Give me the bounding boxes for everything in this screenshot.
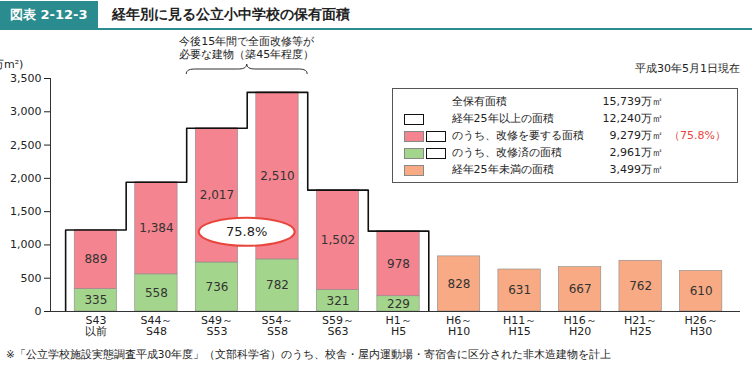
svg-text:558: 558 bbox=[145, 286, 168, 300]
svg-text:S44～S48: S44～S48 bbox=[140, 314, 172, 338]
html-text:15,739万㎡: 15,739万㎡ bbox=[602, 95, 663, 108]
svg-text:2,017: 2,017 bbox=[200, 188, 234, 202]
svg-text:S59～S63: S59～S63 bbox=[322, 314, 354, 338]
html-text:のうち、改修を要する面積: のうち、改修を要する面積 bbox=[451, 129, 584, 142]
svg-text:0: 0 bbox=[35, 305, 42, 318]
svg-text:H11～H15: H11～H15 bbox=[503, 314, 536, 338]
svg-text:2,000: 2,000 bbox=[10, 172, 42, 185]
svg-text:平成30年5月1日現在: 平成30年5月1日現在 bbox=[635, 62, 740, 75]
svg-text:2,510: 2,510 bbox=[260, 169, 294, 183]
html-text:※「公立学校施設実態調査平成30年度」（文部科学省）のうち、: ※「公立学校施設実態調査平成30年度」（文部科学省）のうち、校舎・屋内運動場・寄… bbox=[6, 348, 612, 360]
html-text:2,961万㎡: 2,961万㎡ bbox=[609, 146, 663, 159]
svg-text:S54～S58: S54～S58 bbox=[261, 314, 293, 338]
html-text:経年25年未満の面積: 経年25年未満の面積 bbox=[451, 163, 554, 176]
svg-text:889: 889 bbox=[84, 252, 107, 266]
svg-text:610: 610 bbox=[690, 284, 713, 298]
html-text:図表 2-12-3: 図表 2-12-3 bbox=[10, 6, 88, 22]
svg-text:1,000: 1,000 bbox=[10, 238, 42, 251]
svg-text:H26～H30: H26～H30 bbox=[685, 314, 718, 338]
svg-text:H16～H20: H16～H20 bbox=[563, 314, 596, 338]
svg-text:762: 762 bbox=[629, 279, 652, 293]
svg-text:(万m²): (万m²) bbox=[0, 58, 23, 71]
html-text:全保有面積: 全保有面積 bbox=[451, 95, 507, 108]
html-text:経年別に見る公立小中学校の保有面積: 経年別に見る公立小中学校の保有面積 bbox=[111, 5, 350, 22]
svg-text:S43以前: S43以前 bbox=[85, 314, 107, 338]
svg-text:1,502: 1,502 bbox=[321, 233, 355, 247]
svg-text:1,500: 1,500 bbox=[10, 205, 42, 218]
svg-text:978: 978 bbox=[387, 257, 410, 271]
svg-text:500: 500 bbox=[21, 272, 42, 285]
svg-text:828: 828 bbox=[448, 277, 471, 291]
svg-text:321: 321 bbox=[327, 294, 350, 308]
html-text:12,240万㎡: 12,240万㎡ bbox=[602, 112, 663, 125]
svg-text:335: 335 bbox=[84, 293, 107, 307]
svg-text:S49～S53: S49～S53 bbox=[201, 314, 233, 338]
svg-text:H1～H5: H1～H5 bbox=[385, 314, 411, 338]
svg-text:75.8%: 75.8% bbox=[226, 224, 267, 239]
svg-text:H6～H10: H6～H10 bbox=[446, 314, 472, 338]
svg-text:736: 736 bbox=[205, 280, 228, 294]
svg-text:3,000: 3,000 bbox=[10, 105, 42, 118]
svg-text:2,500: 2,500 bbox=[10, 139, 42, 152]
html-text:3,499万㎡: 3,499万㎡ bbox=[609, 163, 663, 176]
svg-text:1,384: 1,384 bbox=[139, 221, 173, 235]
svg-text:今後15年間で全面改修等が必要な建物（築45年程度）: 今後15年間で全面改修等が必要な建物（築45年程度） bbox=[179, 35, 315, 61]
svg-text:667: 667 bbox=[569, 282, 592, 296]
svg-text:631: 631 bbox=[508, 283, 531, 297]
html-text:のうち、改修済の面積: のうち、改修済の面積 bbox=[451, 146, 562, 159]
svg-text:782: 782 bbox=[266, 278, 289, 292]
html-text:（75.8%）: （75.8%） bbox=[669, 129, 726, 142]
html-text:9,279万㎡: 9,279万㎡ bbox=[609, 129, 663, 142]
svg-text:3,500: 3,500 bbox=[10, 72, 42, 85]
html-text:経年25年以上の面積: 経年25年以上の面積 bbox=[451, 112, 554, 125]
svg-text:H21～H25: H21～H25 bbox=[624, 314, 657, 338]
svg-text:229: 229 bbox=[387, 297, 410, 311]
